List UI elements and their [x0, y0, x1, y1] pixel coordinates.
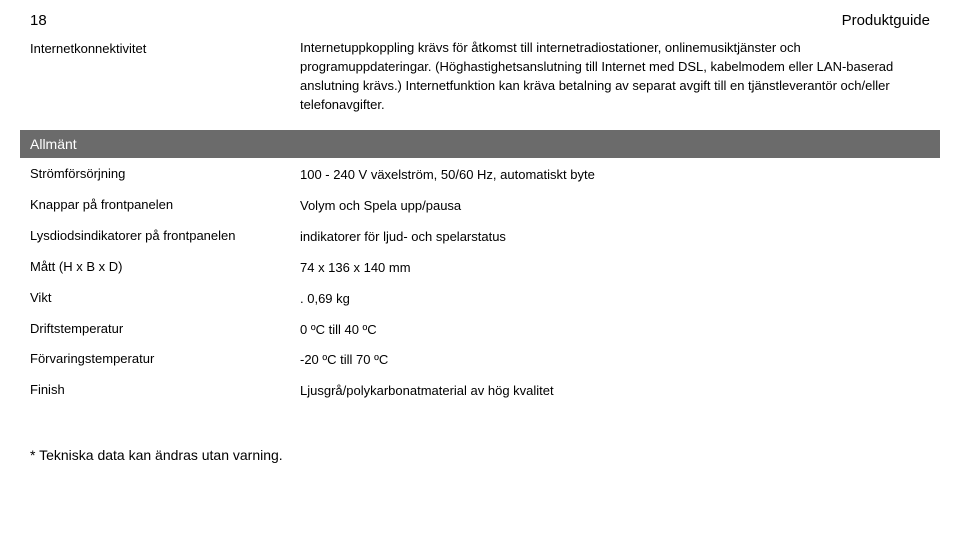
spec-label: Förvaringstemperatur — [30, 351, 300, 370]
connectivity-value: Internetuppkoppling krävs för åtkomst ti… — [300, 39, 930, 114]
spec-label: Finish — [30, 382, 300, 401]
spec-row: Driftstemperatur 0 ºC till 40 ºC — [30, 315, 930, 346]
spec-value: 0 ºC till 40 ºC — [300, 321, 930, 340]
spec-row: Strömförsörjning 100 - 240 V växelström,… — [30, 160, 930, 191]
spec-label: Strömförsörjning — [30, 166, 300, 185]
footnote: * Tekniska data kan ändras utan varning. — [0, 407, 960, 463]
spec-label: Knappar på frontpanelen — [30, 197, 300, 216]
connectivity-label: Internetkonnektivitet — [30, 39, 300, 114]
spec-value: indikatorer för ljud- och spelarstatus — [300, 228, 930, 247]
section-header-general: Allmänt — [20, 130, 940, 158]
spec-value: 100 - 240 V växelström, 50/60 Hz, automa… — [300, 166, 930, 185]
spec-label: Vikt — [30, 290, 300, 309]
connectivity-row: Internetkonnektivitet Internetuppkopplin… — [30, 33, 930, 128]
spec-label: Mått (H x B x D) — [30, 259, 300, 278]
spec-row: Finish Ljusgrå/polykarbonatmaterial av h… — [30, 376, 930, 407]
spec-label: Lysdiodsindikatorer på frontpanelen — [30, 228, 300, 247]
spec-value: 74 x 136 x 140 mm — [300, 259, 930, 278]
spec-value: . 0,69 kg — [300, 290, 930, 309]
spec-value: Volym och Spela upp/pausa — [300, 197, 930, 216]
spec-row: Mått (H x B x D) 74 x 136 x 140 mm — [30, 253, 930, 284]
spec-row: Vikt . 0,69 kg — [30, 284, 930, 315]
spec-value: -20 ºC till 70 ºC — [300, 351, 930, 370]
spec-label: Driftstemperatur — [30, 321, 300, 340]
spec-row: Förvaringstemperatur -20 ºC till 70 ºC — [30, 345, 930, 376]
spec-row: Lysdiodsindikatorer på frontpanelen indi… — [30, 222, 930, 253]
spec-value: Ljusgrå/polykarbonatmaterial av hög kval… — [300, 382, 930, 401]
page-header: 18 Produktguide — [0, 0, 960, 33]
page-title: Produktguide — [842, 12, 930, 29]
spec-row: Knappar på frontpanelen Volym och Spela … — [30, 191, 930, 222]
content-body: Internetkonnektivitet Internetuppkopplin… — [0, 33, 960, 407]
page-number: 18 — [30, 12, 47, 29]
